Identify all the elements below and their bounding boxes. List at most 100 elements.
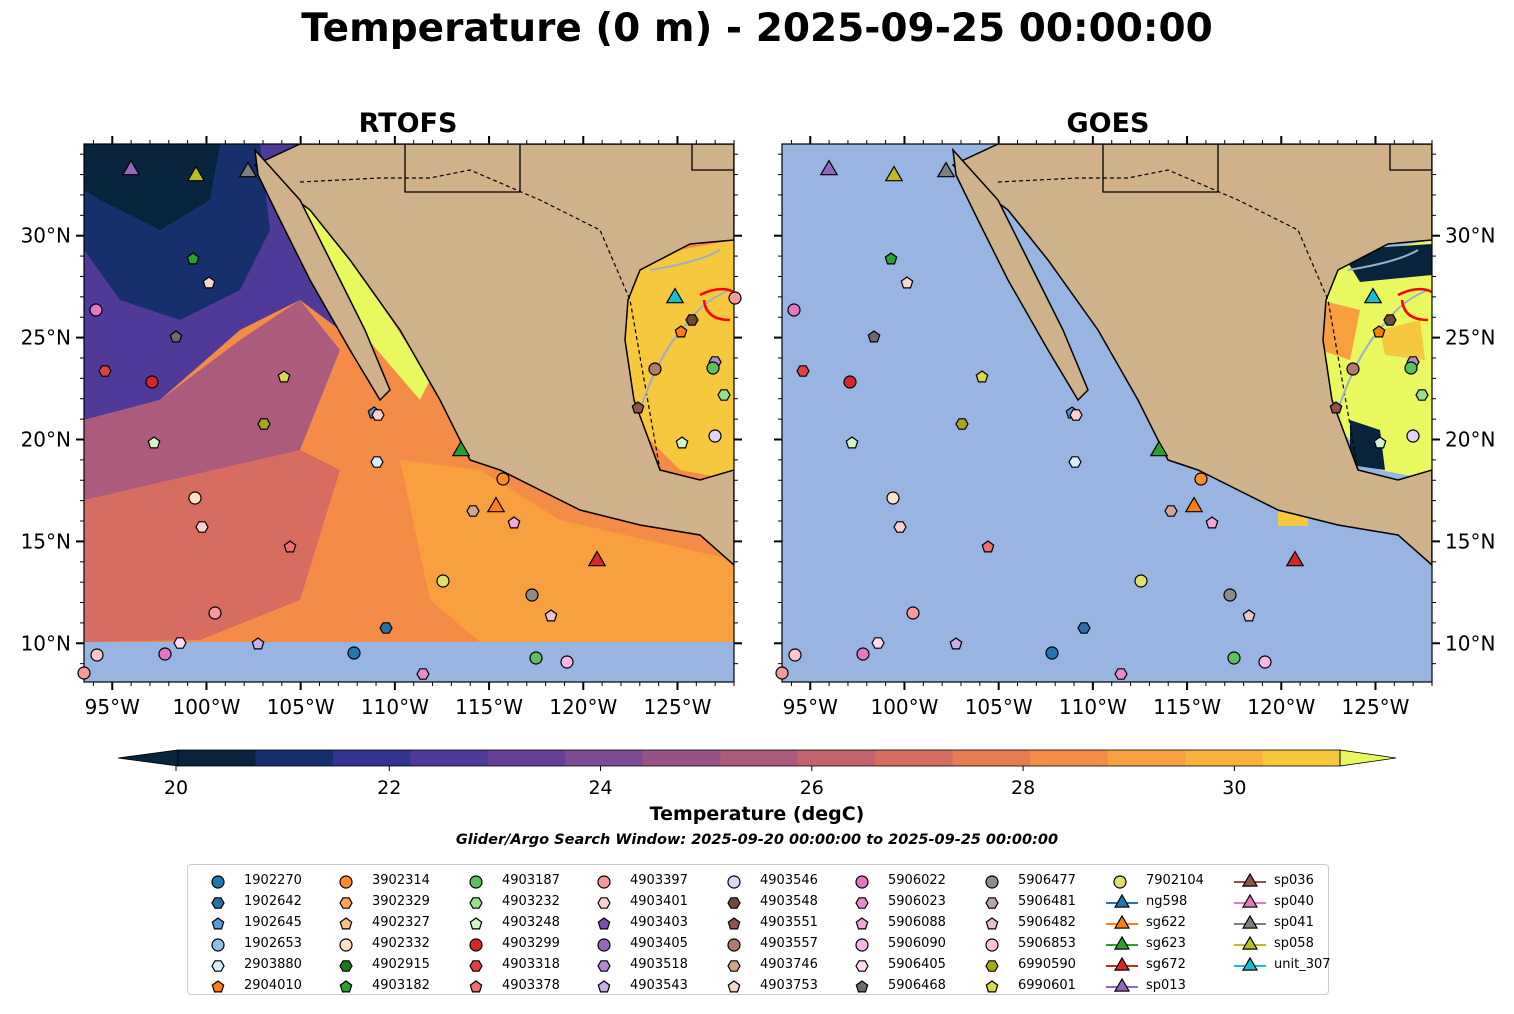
marker-sg622 [486,496,506,513]
colorbar-segment [178,750,256,766]
marker-5906022 [856,647,870,661]
marker-5906090 [1258,655,1272,669]
goes-baja-peninsula [951,147,1089,402]
lat-tick-label: 15°N [1445,529,1495,553]
legend-triangle-icon [1241,893,1259,908]
marker-4903318 [796,365,810,377]
legend-pentagon-icon [339,917,353,930]
marker-5906468 [169,330,183,343]
colorbar-segment [1107,750,1186,766]
legend-pentagon-icon [597,917,611,930]
legend-marker [985,980,999,993]
legend-hexagon-icon [339,960,353,972]
legend-label: 5906481 [1018,894,1076,909]
lon-tick-label: 100°W [172,695,240,719]
legend-hexagon-icon [211,897,225,909]
lon-tick-label: 110°W [1059,695,1127,719]
marker-4903557 [1346,362,1360,376]
marker-4903378 [981,540,995,553]
lon-tick-label: 120°W [549,695,617,719]
marker-4903753 [202,276,216,289]
marker-4903401 [371,409,385,421]
legend-marker [855,875,869,889]
legend-hexagon-icon [469,897,483,909]
marker-4903546 [1406,429,1420,443]
legend-triangle-icon [1113,893,1131,908]
axis-ticks [76,136,1440,690]
marker-5906090 [560,655,574,669]
marker-4903401 [893,521,907,533]
legend-marker [1113,875,1127,889]
legend-label: sp036 [1274,873,1314,888]
colorbar-segment [1262,750,1341,766]
marker-sp041 [936,161,956,178]
marker-4903397 [77,666,91,680]
goes-land [951,144,1432,567]
legend-marker [985,897,999,909]
marker-5906405 [173,637,187,649]
marker-unit_307 [1363,287,1383,304]
legend-label: 4903405 [630,936,688,951]
marker-5906482 [544,609,558,622]
legend-marker [469,980,483,993]
legend-hexagon-icon [985,960,999,972]
legend-circle-icon [211,875,225,889]
marker-sg623 [451,440,471,457]
legend-label: 5906853 [1018,936,1076,951]
legend-label: sp058 [1274,936,1314,951]
colorbar-segment [487,750,566,766]
marker-1902270 [347,646,361,660]
marker-4903299 [145,375,159,389]
marker-4903546 [708,429,722,443]
legend-marker [339,875,353,889]
legend-circle-icon [985,938,999,952]
lon-tick-label: 125°W [1342,695,1410,719]
marker-4903248 [675,436,689,449]
marker-4903397 [208,606,222,620]
legend-label: 4903551 [760,915,818,930]
marker-sp058 [884,165,904,182]
lat-tick-label: 30°N [1445,224,1495,248]
lon-tick-label: 115°W [1153,695,1221,719]
marker-1902642 [379,622,393,634]
figure-title: Temperature (0 m) - 2025-09-25 00:00:00 [301,6,1213,51]
legend-label: 4902915 [372,957,430,972]
legend-label: 5906022 [888,873,946,888]
legend-label: 5906468 [888,978,946,993]
legend-label: 3902314 [372,873,430,888]
legend-label: 4903232 [502,894,560,909]
legend-label: 5906405 [888,957,946,972]
marker-4903187 [1404,361,1418,375]
legend-pentagon-icon [855,917,869,930]
legend-circle-icon [469,875,483,889]
float-markers [77,159,1429,680]
legend-hexagon-icon [597,897,611,909]
legend-label: 4903753 [760,978,818,993]
marker-5906088 [1205,516,1219,529]
marker-sp013 [819,159,839,176]
colorbar-segment [1185,750,1264,766]
legend-marker [1106,893,1138,908]
marker-5906022 [787,303,801,317]
legend-label: 2904010 [244,978,302,993]
marker-4902332 [886,491,900,505]
lat-tick-label: 10°N [1445,631,1495,655]
legend-label: 4903557 [760,936,818,951]
marker-2903880 [370,456,384,468]
legend-label: 4903746 [760,957,818,972]
lat-tick-label: 30°N [21,224,71,248]
legend-label: 7902104 [1146,873,1204,888]
lat-tick-label: 20°N [21,427,71,451]
marker-sg622 [1184,496,1204,513]
legend-triangle-icon [1241,914,1259,929]
marker-5906468 [867,330,881,343]
marker-4903401 [195,521,209,533]
legend-circle-icon [339,875,353,889]
legend-label: 5906477 [1018,873,1076,888]
marker-5906405 [871,637,885,649]
marker-4903187 [706,361,720,375]
lon-tick-label: 120°W [1247,695,1315,719]
legend-marker [339,960,353,972]
legend-marker [469,938,483,952]
marker-6990601 [975,370,989,383]
